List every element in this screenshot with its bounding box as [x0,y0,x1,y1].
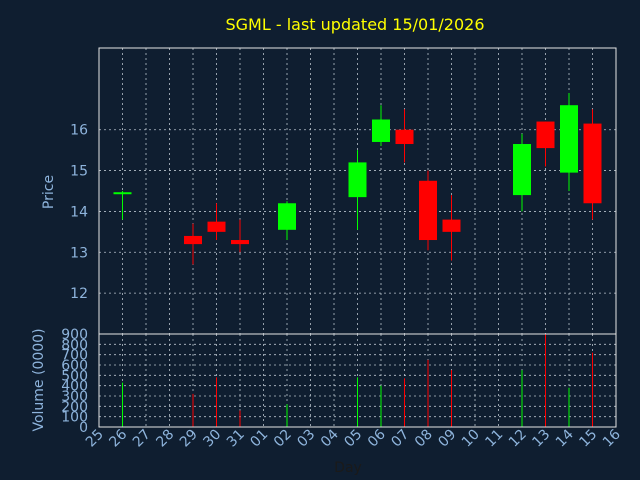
candle-body [583,123,602,204]
x-tick-label: 29 [177,427,201,451]
candle-body [348,162,367,198]
candle-body [419,180,437,241]
candle-body [207,221,226,232]
volume-grid [99,343,616,418]
x-tick-label: 11 [482,427,506,451]
x-tick-label: 26 [106,426,130,450]
candle-body [184,235,202,245]
x-tick-label: 28 [153,427,177,451]
volume-bars [122,334,593,427]
volume-tick-label: 200 [61,399,88,415]
price-tick-label: 12 [70,286,88,302]
volume-tick-label: 0 [79,420,88,436]
x-tick-label: 07 [388,427,412,451]
volume-tick-label: 400 [61,379,88,395]
x-axis-label: Day [334,460,362,476]
price-axis-label: Price [41,175,57,209]
x-tick-label: 09 [435,427,459,451]
x-tick-label: 13 [529,427,553,451]
candle-body [560,105,578,173]
volume-tick-label: 700 [61,348,88,364]
x-tick-label: 01 [247,427,271,451]
volume-tick-label: 300 [61,389,88,405]
price-tick-label: 15 [70,164,88,180]
x-tick-label: 31 [224,427,248,451]
candle-body [231,240,249,245]
volume-tick-label: 100 [61,410,88,426]
candles [113,92,602,265]
x-tick-label: 15 [576,427,600,451]
x-tick-label: 06 [365,426,389,450]
x-tick-label: 08 [412,427,436,451]
candle-body [536,121,555,149]
volume-axis-label: Volume (0000) [31,328,47,431]
price-tick-labels: 12 13 14 15 16 [70,123,88,302]
x-tick-label: 10 [459,427,483,451]
x-tick-label: 27 [130,427,154,451]
price-tick-label: 14 [70,204,88,220]
price-tick-label: 16 [70,123,88,139]
price-tick-label: 13 [70,245,88,261]
chart-title: SGML - last updated 15/01/2026 [226,15,485,34]
volume-tick-label: 500 [61,368,88,384]
candle-body [113,192,132,195]
candle-body [513,144,531,196]
volume-panel-frame [98,333,617,428]
candle-body [442,219,461,232]
candle-body [395,129,414,145]
candle-body [372,119,390,142]
candle-body [278,203,296,230]
volume-tick-label: 600 [61,358,88,374]
x-tick-label: 03 [294,427,318,451]
x-tick-label: 12 [506,427,530,451]
x-tick-label: 05 [341,427,365,451]
volume-tick-label: 900 [61,327,88,343]
x-tick-label: 16 [600,426,624,450]
x-tick-label: 30 [200,427,224,451]
volume-tick-label: 800 [61,337,88,353]
x-tick-label: 02 [271,427,295,451]
x-tick-label: 14 [553,426,577,450]
x-grid [122,48,593,427]
x-tick-label: 04 [318,426,342,450]
x-tick-labels: 25 26 27 28 29 30 31 01 02 03 04 05 06 07 08 09 10 11 12 13… [83,426,624,450]
